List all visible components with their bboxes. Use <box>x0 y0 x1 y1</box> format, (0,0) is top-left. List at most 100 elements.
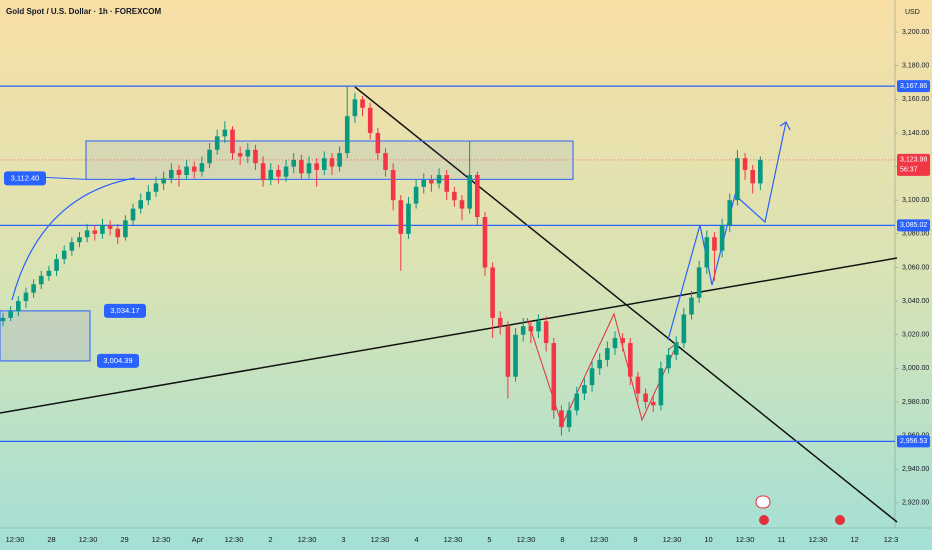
candle-body <box>16 301 21 312</box>
candle-body <box>23 292 29 302</box>
x-tick-label: 12:30 <box>590 535 609 544</box>
candle-body <box>704 237 710 268</box>
y-tick-label: 3,060.00 <box>902 264 929 271</box>
candle-body <box>230 129 235 154</box>
y-tick-label: 3,140.00 <box>902 130 929 137</box>
candle-body <box>222 129 228 137</box>
candle-body <box>31 284 36 293</box>
candle-body <box>643 393 648 402</box>
candle-body <box>505 326 511 377</box>
candle-body <box>146 191 151 201</box>
candle-body <box>375 132 381 154</box>
event-icon[interactable] <box>835 515 845 525</box>
currency: USD <box>905 9 920 16</box>
candle-body <box>191 166 197 172</box>
x-tick-label: 12:30 <box>298 535 317 544</box>
candle-body <box>612 338 618 349</box>
candle-body <box>398 200 404 234</box>
candle-body <box>291 159 296 167</box>
zone-tag <box>4 171 46 186</box>
level-label: 3,167.86 <box>900 83 927 90</box>
candle-body <box>299 159 304 174</box>
candle-body <box>77 237 82 243</box>
candle-body <box>513 334 518 377</box>
y-tick-label: 3,000.00 <box>902 365 929 372</box>
candle-body <box>130 208 136 221</box>
x-tick-label: 12:30 <box>152 535 171 544</box>
y-tick-label: 3,020.00 <box>902 332 929 339</box>
x-tick-label: 12:30 <box>371 535 390 544</box>
candle-body <box>536 321 541 332</box>
candle-body <box>597 359 602 369</box>
candle-body <box>750 169 755 184</box>
candle-body <box>69 242 75 251</box>
candle-body <box>574 393 580 411</box>
event-icon[interactable] <box>755 495 771 509</box>
candle-body <box>184 166 189 175</box>
candle-body <box>199 163 205 172</box>
candle-body <box>84 230 90 238</box>
candle-body <box>46 270 52 276</box>
candle-body <box>207 149 212 164</box>
x-tick-label: 29 <box>120 535 128 544</box>
candle-body <box>551 343 557 411</box>
candle-body <box>161 178 166 184</box>
x-tick-label: 8 <box>560 535 564 544</box>
candle-body <box>138 200 143 209</box>
x-tick-label: 2 <box>268 535 272 544</box>
candle-body <box>620 338 625 344</box>
x-tick-label: 12:30 <box>809 535 828 544</box>
candle-body <box>115 228 121 238</box>
candle-body <box>8 311 13 318</box>
candle-body <box>283 166 289 177</box>
candle-body <box>329 158 335 167</box>
level-tag <box>897 219 930 232</box>
candle-body <box>237 153 243 157</box>
candle-body <box>497 317 503 327</box>
candle-body <box>306 163 312 174</box>
candle-body <box>322 158 327 170</box>
candle-body <box>100 225 105 234</box>
candle-body <box>735 158 740 201</box>
arc <box>11 177 136 301</box>
range-box <box>0 310 91 362</box>
x-tick-label: 12:30 <box>6 535 25 544</box>
x-tick-label: 5 <box>487 535 491 544</box>
candle-body <box>467 174 472 209</box>
candle-body <box>0 317 6 322</box>
candle-body <box>214 136 220 150</box>
candle-body <box>268 169 274 181</box>
x-tick-label: 12:30 <box>225 535 244 544</box>
y-tick-label: 2,920.00 <box>902 500 929 507</box>
candle-body <box>253 149 258 164</box>
x-tick-label: 10 <box>704 535 712 544</box>
candle-body <box>107 225 113 229</box>
level-label: 2,956.53 <box>900 438 927 445</box>
x-tick-label: 12:30 <box>79 535 98 544</box>
x-tick-label: 12:30 <box>663 535 682 544</box>
candle-body <box>413 186 419 204</box>
chart-title: Gold Spot / U.S. Dollar · 1h · FOREXCOM <box>6 7 161 16</box>
candle-body <box>390 169 396 201</box>
candle-body <box>559 410 564 428</box>
y-tick-label: 3,200.00 <box>902 29 929 36</box>
x-tick-label: 12 <box>850 535 858 544</box>
candle-body <box>605 348 610 360</box>
candle-body <box>383 153 388 170</box>
candle-body <box>452 191 457 201</box>
event-icon[interactable] <box>759 515 769 525</box>
x-tick-label: 9 <box>633 535 637 544</box>
range-tag <box>97 353 139 368</box>
candle-body <box>276 169 281 177</box>
candle-body <box>635 376 641 394</box>
candle-body <box>153 183 159 192</box>
x-tick-label: Apr <box>192 535 204 544</box>
countdown: 56:37 <box>900 167 918 174</box>
candle-body <box>38 275 44 285</box>
candle-body <box>176 169 182 175</box>
x-tick-label: 11 <box>778 535 786 544</box>
y-tick-label: 3,080.00 <box>902 231 929 238</box>
candle-body <box>314 163 319 170</box>
candle-body <box>490 267 495 318</box>
